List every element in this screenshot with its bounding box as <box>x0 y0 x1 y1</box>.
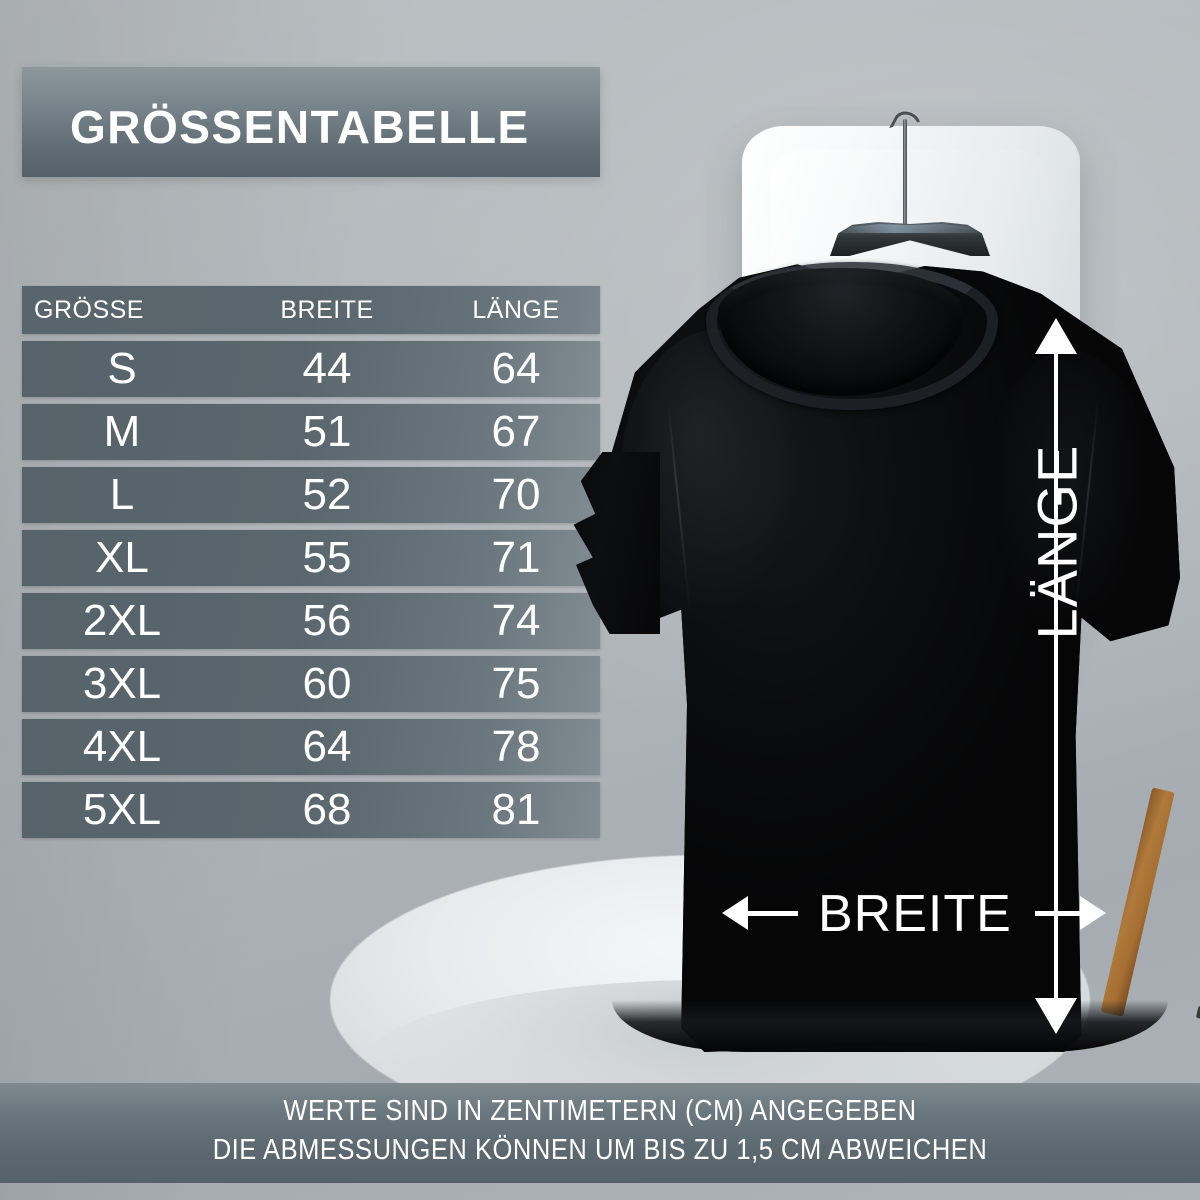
cell-width: 51 <box>302 407 352 456</box>
header-length: LÄNGE <box>472 295 560 324</box>
page-title: GRÖSSENTABELLE <box>70 101 530 153</box>
footer-note-units: WERTE SIND IN ZENTIMETERN (CM) ANGEGEBEN <box>283 1095 917 1127</box>
cell-size: 5XL <box>82 785 162 834</box>
cell-size: S <box>107 344 137 393</box>
table-row: M 51 67 <box>22 404 600 460</box>
tshirt-collar <box>718 268 964 396</box>
cell-width: 55 <box>302 533 352 582</box>
cell-width: 64 <box>302 722 352 771</box>
width-arrow-right-icon <box>1080 896 1106 930</box>
header-size: GRÖSSE <box>34 295 144 324</box>
cell-size: XL <box>95 533 149 582</box>
cell-width: 68 <box>302 785 352 834</box>
width-measure-line-right <box>1035 911 1087 916</box>
footer-note-tolerance: DIE ABMESSUNGEN KÖNNEN UM BIS ZU 1,5 CM … <box>212 1134 988 1166</box>
size-table: GRÖSSE BREITE LÄNGE S 44 64 M 51 67 L 52… <box>22 286 600 845</box>
table-row: L 52 70 <box>22 467 600 523</box>
length-arrow-down-icon <box>1035 998 1077 1034</box>
table-row: 5XL 68 81 <box>22 782 600 838</box>
width-label: BREITE <box>818 885 1012 943</box>
table-row: S 44 64 <box>22 341 600 397</box>
header-width: BREITE <box>280 295 374 324</box>
cell-width: 56 <box>302 596 352 645</box>
table-header-row: GRÖSSE BREITE LÄNGE <box>22 286 600 334</box>
cell-length: 78 <box>491 722 541 771</box>
table-row: 4XL 64 78 <box>22 719 600 775</box>
cell-size: 3XL <box>82 659 162 708</box>
table-row: 3XL 60 75 <box>22 656 600 712</box>
hanger-highlight <box>840 224 980 233</box>
cell-length: 67 <box>491 407 541 456</box>
table-row: 2XL 56 74 <box>22 593 600 649</box>
tshirt-hem <box>612 1000 1168 1052</box>
cell-size: M <box>103 407 141 456</box>
cell-size: 4XL <box>82 722 162 771</box>
width-measure-line-left <box>740 911 798 916</box>
length-measure-line <box>1054 336 1058 1012</box>
cell-size: 2XL <box>82 596 162 645</box>
cell-length: 71 <box>491 533 541 582</box>
cell-length: 70 <box>491 470 541 519</box>
footer-banner <box>0 1083 1200 1183</box>
cell-width: 44 <box>302 344 352 393</box>
cell-length: 64 <box>491 344 541 393</box>
title-banner <box>22 67 600 177</box>
length-label: LÄNGE <box>1025 445 1090 640</box>
cell-length: 74 <box>491 596 541 645</box>
cell-length: 81 <box>491 785 541 834</box>
cell-width: 60 <box>302 659 352 708</box>
table-row: XL 55 71 <box>22 530 600 586</box>
cell-size: L <box>109 470 135 519</box>
cell-length: 75 <box>491 659 541 708</box>
cell-width: 52 <box>302 470 352 519</box>
hanger-hook-stem <box>903 119 907 229</box>
tshirt-collar-rib <box>706 262 998 410</box>
